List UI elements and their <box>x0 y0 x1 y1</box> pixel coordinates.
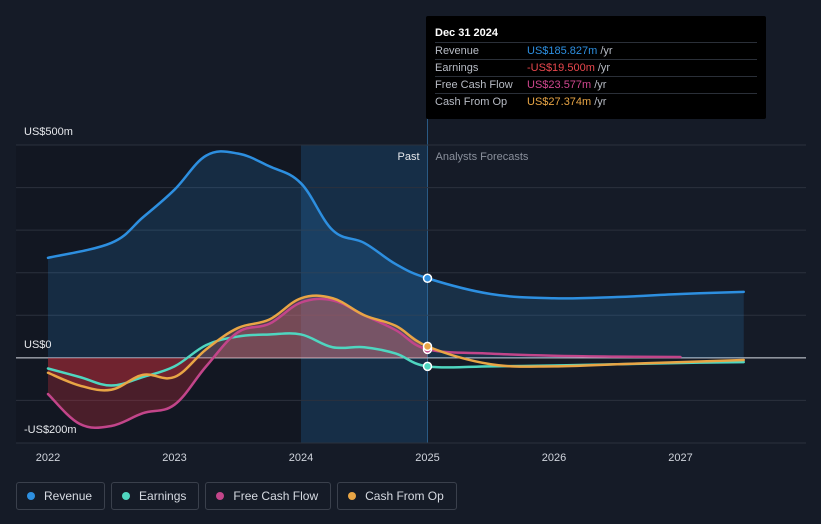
x-tick-label: 2025 <box>415 452 439 464</box>
tooltip-row-earnings: Earnings -US$19.500m /yr <box>435 59 757 76</box>
legend-item-free-cash-flow[interactable]: Free Cash Flow <box>205 482 332 510</box>
tooltip-unit: /yr <box>597 62 611 74</box>
series-lines <box>46 150 745 430</box>
tooltip-row-revenue: Revenue US$185.827m /yr <box>435 42 757 59</box>
legend-label: Cash From Op <box>365 489 444 503</box>
tooltip-label: Cash From Op <box>435 96 508 108</box>
x-tick-label: 2026 <box>542 452 566 464</box>
legend-item-revenue[interactable]: Revenue <box>16 482 106 510</box>
legend-label: Revenue <box>44 489 93 503</box>
axis-text: US$500m US$0 -US$200m 2022 2023 2024 2025 2026 2… <box>24 126 693 464</box>
tooltip-unit: /yr <box>594 96 607 108</box>
tooltip-markers <box>422 273 433 372</box>
series-line-revenue <box>46 150 745 300</box>
legend-dot-icon <box>122 492 131 500</box>
tooltip-date: Dec 31 2024 <box>435 27 498 39</box>
legend: Revenue Earnings Free Cash Flow Cash Fro… <box>16 482 457 510</box>
marker-revenue <box>422 273 433 283</box>
y-axis-label: US$0 <box>24 339 52 351</box>
past-label: Past <box>397 151 419 163</box>
tooltip-value: -US$19.500m <box>527 62 595 74</box>
marker-cash-from-op <box>422 341 433 352</box>
tooltip-value: US$185.827m <box>527 45 598 57</box>
legend-label: Free Cash Flow <box>233 489 319 503</box>
x-tick-label: 2023 <box>162 452 186 464</box>
positive-area <box>48 298 428 358</box>
series-line-cash-from-op <box>46 294 745 392</box>
tooltip-value: US$23.577m <box>527 79 592 91</box>
negative-area <box>48 357 197 391</box>
legend-label: Earnings <box>139 489 187 503</box>
positive-area <box>48 295 428 358</box>
tooltip-label: Revenue <box>435 45 480 57</box>
tooltip-unit: /yr <box>600 45 613 57</box>
negative-area <box>48 357 214 428</box>
area-fills <box>48 151 744 428</box>
series-line-free-cash-flow <box>46 297 682 430</box>
legend-dot-icon <box>348 492 357 500</box>
tooltip-label: Free Cash Flow <box>435 79 513 91</box>
tooltip-label: Earnings <box>435 62 479 74</box>
x-tick-label: 2027 <box>668 452 692 464</box>
highlight-band <box>301 145 428 443</box>
forecast-label: Analysts Forecasts <box>436 151 529 163</box>
marker-earnings <box>422 361 433 372</box>
y-axis-label: -US$200m <box>24 424 77 436</box>
legend-item-cash-from-op[interactable]: Cash From Op <box>337 482 457 510</box>
legend-dot-icon <box>27 492 35 500</box>
tooltip-row-free-cash-flow: Free Cash Flow US$23.577m /yr <box>435 76 757 93</box>
x-tick-label: 2024 <box>289 452 313 464</box>
legend-dot-icon <box>216 492 225 500</box>
revenue-area <box>48 151 744 358</box>
tooltip-unit: /yr <box>594 79 607 91</box>
tooltip-row-cash-from-op: Cash From Op US$27.374m /yr <box>435 93 757 110</box>
x-tick-label: 2022 <box>36 452 60 464</box>
chart-background <box>16 118 428 443</box>
y-axis-label: US$500m <box>24 126 73 138</box>
legend-item-earnings[interactable]: Earnings <box>111 482 200 510</box>
tooltip: Dec 31 2024 Revenue US$185.827m /yr Earn… <box>426 16 766 119</box>
tooltip-value: US$27.374m <box>527 96 592 108</box>
